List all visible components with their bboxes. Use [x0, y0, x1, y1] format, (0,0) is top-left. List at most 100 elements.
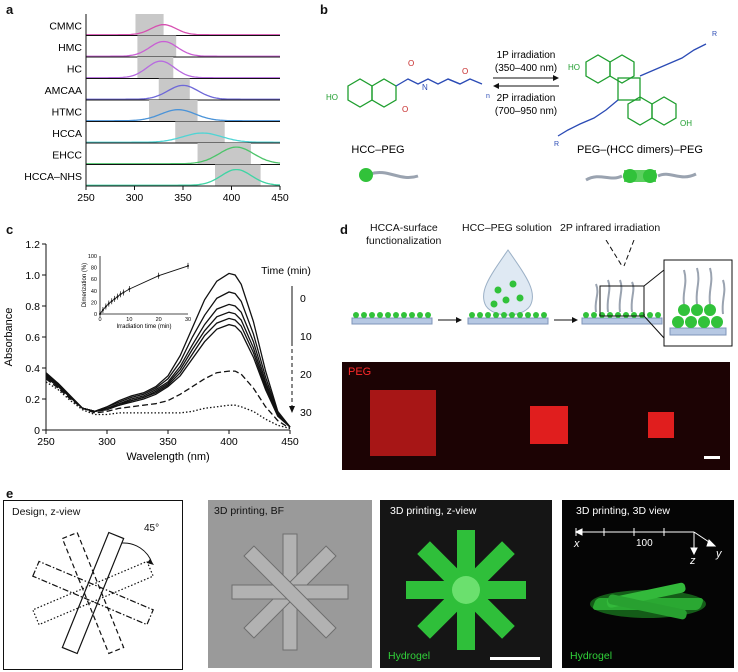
- surface-dot: [615, 312, 621, 318]
- hcc-dimer-structure: [585, 54, 677, 126]
- dimer-cartoon: [585, 169, 697, 183]
- c-ytick-label-5: 1.0: [25, 270, 40, 282]
- band-5: [175, 121, 225, 143]
- surface-dot: [591, 312, 597, 318]
- photodimerization-scheme: HO O O N O n 1P irradiation (350–400 nm)…: [326, 31, 717, 183]
- band-3: [158, 78, 190, 100]
- row-label-3: AMCAA: [45, 85, 82, 97]
- series-line-5: [45, 323, 291, 428]
- inset-ytick-label-3: 60: [91, 277, 97, 283]
- step1-label: HCCA-surface: [370, 222, 438, 234]
- zview-panel: 3D printing, z-view Hydrogel: [380, 500, 552, 668]
- square-small: [648, 412, 674, 438]
- c-ytick-label-4: 0.8: [25, 301, 40, 313]
- time-arrow-head: [289, 406, 295, 413]
- spectrum-2: [86, 60, 280, 79]
- time-tick-1: 10: [300, 331, 312, 343]
- surface-dot: [525, 312, 531, 318]
- inset-point-1: [101, 308, 104, 311]
- arrow-label-1p-range: (350–400 nm): [495, 63, 557, 74]
- peg-fluorescence-image: PEG: [342, 362, 730, 470]
- inset-point-9: [128, 288, 131, 291]
- svg-text:HO: HO: [326, 93, 338, 102]
- c-ytick-label-2: 0.4: [25, 363, 40, 375]
- c-xtick-label-2: 350: [159, 436, 177, 448]
- inset-ylabel: Dimerization (%): [82, 263, 88, 307]
- surface-dot: [361, 312, 367, 318]
- surface-dot: [401, 312, 407, 318]
- inset-ytick-label-1: 20: [91, 300, 97, 306]
- surface-dot: [369, 312, 375, 318]
- time-tick-2: 20: [300, 369, 312, 381]
- inset-point-10: [157, 274, 160, 277]
- svg-text:n: n: [486, 93, 490, 100]
- svg-text:O: O: [462, 67, 468, 76]
- surface-dot: [417, 312, 423, 318]
- surface-dot: [517, 312, 523, 318]
- inset-point-0: [99, 313, 101, 315]
- bf-panel: 3D printing, BF: [208, 500, 372, 668]
- panel-label-a: a: [6, 2, 14, 17]
- time-tick-3: 30: [300, 407, 312, 419]
- inset-line: [99, 265, 189, 315]
- spectrum-4: [86, 109, 280, 122]
- panel-label-b: b: [320, 2, 328, 17]
- step2-label: HCC–PEG solution: [462, 222, 552, 234]
- surface-dot: [509, 312, 515, 318]
- spectrum-0: [86, 23, 280, 36]
- surface-dot: [631, 312, 637, 318]
- arrow-label-2p-range: (700–950 nm): [495, 106, 557, 117]
- inset-point-2: [104, 305, 107, 308]
- panel-label-d: d: [340, 222, 348, 237]
- spectrum-1: [86, 40, 280, 57]
- surface-dot: [393, 312, 399, 318]
- hcc-monomer-structure: [347, 78, 397, 108]
- zview-hydrogel-label: Hydrogel: [388, 650, 431, 662]
- inset-point-4: [110, 300, 113, 303]
- c-ytick-label-3: 0.6: [25, 332, 40, 344]
- row-label-2: HC: [67, 64, 83, 76]
- band-0: [135, 14, 164, 36]
- c-ytick-label-1: 0.2: [25, 394, 40, 406]
- time-label: Time (min): [261, 265, 311, 277]
- a-tick-label-4: 450: [271, 192, 289, 204]
- bf-title: 3D printing, BF: [214, 505, 285, 517]
- surface-dot: [485, 312, 491, 318]
- zview-scale-bar: [490, 657, 540, 660]
- svg-text:O: O: [402, 105, 408, 114]
- row-label-0: CMMC: [49, 21, 82, 33]
- axis-z-label: z: [690, 555, 696, 567]
- inset-xtick-label-3: 30: [185, 317, 191, 323]
- c-ylabel: Absorbance: [3, 308, 15, 367]
- c-ytick-label-6: 1.2: [25, 239, 40, 251]
- axis-tick-100: 100: [636, 538, 653, 549]
- 3d-view-title: 3D printing, 3D view: [576, 505, 670, 517]
- c-xlabel: Wavelength (nm): [126, 451, 209, 463]
- surface-dot: [425, 312, 431, 318]
- design-title: Design, z-view: [12, 506, 81, 518]
- c-xtick-label-0: 250: [37, 436, 55, 448]
- series-line-6: [45, 370, 291, 429]
- series-line-7: [45, 381, 291, 430]
- axis-x-label: x: [574, 538, 580, 550]
- surface-dot: [501, 312, 507, 318]
- row-label-1: HMC: [58, 42, 82, 54]
- a-tick-label-1: 300: [126, 192, 144, 204]
- series-line-1: [45, 291, 291, 428]
- label-peg-dimer-peg: PEG–(HCC dimers)–PEG: [577, 144, 703, 156]
- spectra-band-chart: CMMC HMC HC AMCAA HTMC HCCA EHCC HCCA–NHS 250 30…: [24, 14, 289, 204]
- spectrum-7: [86, 168, 281, 186]
- step3-label: 2P infrared irradiation: [560, 222, 661, 234]
- spectrum-5: [86, 132, 280, 143]
- inset-point-7: [119, 293, 122, 296]
- band-7: [215, 164, 261, 186]
- row-label-5: HCCA: [52, 128, 82, 140]
- design-angle: 45°: [144, 523, 160, 534]
- band-6: [197, 143, 251, 165]
- surface-patterning-scheme: [351, 240, 733, 347]
- band-1: [137, 35, 177, 57]
- svg-text:N: N: [422, 83, 428, 92]
- surface-dot: [607, 312, 613, 318]
- c-xtick-label-3: 400: [220, 436, 238, 448]
- inset-xtick-label-1: 10: [126, 317, 132, 323]
